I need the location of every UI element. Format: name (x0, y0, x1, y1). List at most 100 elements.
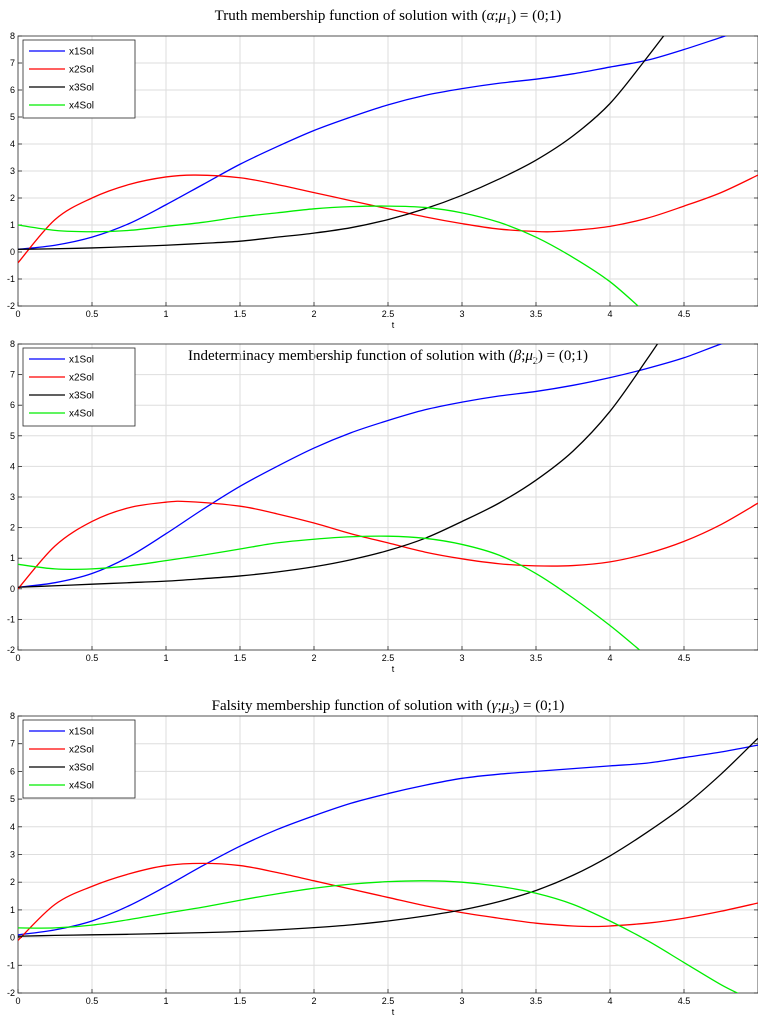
x-tick-label: 3 (459, 653, 464, 663)
x-axis-label: t (392, 1007, 395, 1017)
x-tick-label: 2.5 (382, 653, 395, 663)
y-tick-label: 1 (10, 905, 15, 915)
legend-label: x1Sol (69, 47, 94, 58)
y-tick-label: 4 (10, 139, 15, 149)
y-tick-label: 5 (10, 794, 15, 804)
y-tick-label: 3 (10, 850, 15, 860)
series-line-x1Sol (18, 36, 728, 250)
y-tick-label: 7 (10, 370, 15, 380)
x-tick-label: 1.5 (234, 309, 247, 319)
x-tick-label: 0 (15, 309, 20, 319)
series-line-x3Sol (18, 344, 659, 588)
y-tick-label: -2 (7, 301, 15, 311)
y-tick-label: 1 (10, 220, 15, 230)
x-tick-label: 3.5 (530, 996, 543, 1006)
x-tick-label: 2 (311, 653, 316, 663)
y-tick-label: 8 (10, 339, 15, 349)
x-axis-label: t (392, 664, 395, 674)
series-line-x1Sol (18, 744, 758, 936)
y-tick-label: 6 (10, 400, 15, 410)
legend-label: x4Sol (69, 101, 94, 112)
y-tick-label: -2 (7, 988, 15, 998)
y-tick-label: 0 (10, 933, 15, 943)
legend-label: x2Sol (69, 745, 94, 756)
x-tick-label: 2 (311, 996, 316, 1006)
x-tick-label: 0.5 (86, 653, 99, 663)
x-tick-label: 4 (607, 996, 612, 1006)
y-tick-label: 6 (10, 766, 15, 776)
x-tick-label: 4.5 (678, 653, 691, 663)
legend-label: x4Sol (69, 409, 94, 420)
x-tick-label: 0 (15, 653, 20, 663)
y-tick-label: 2 (10, 523, 15, 533)
chart-title: Truth membership function of solution wi… (215, 8, 562, 27)
x-tick-label: 2 (311, 309, 316, 319)
chart-title: Falsity membership function of solution … (212, 698, 565, 717)
y-tick-label: 3 (10, 492, 15, 502)
x-tick-label: 2.5 (382, 309, 395, 319)
y-tick-label: 0 (10, 584, 15, 594)
legend-label: x3Sol (69, 83, 94, 94)
y-tick-label: 8 (10, 31, 15, 41)
legend-label: x3Sol (69, 391, 94, 402)
legend-label: x2Sol (69, 65, 94, 76)
x-tick-label: 0.5 (86, 996, 99, 1006)
y-tick-label: 2 (10, 877, 15, 887)
series-line-x4Sol (18, 880, 739, 993)
series-line-x4Sol (18, 535, 641, 650)
x-tick-label: 1.5 (234, 996, 247, 1006)
x-tick-label: 1.5 (234, 653, 247, 663)
y-tick-label: -1 (7, 614, 15, 624)
x-tick-label: 4.5 (678, 309, 691, 319)
x-tick-label: 1 (163, 653, 168, 663)
legend-label: x1Sol (69, 355, 94, 366)
chart-title: Indeterminacy membership function of sol… (188, 348, 588, 367)
y-tick-label: 7 (10, 58, 15, 68)
x-tick-label: 2.5 (382, 996, 395, 1006)
series-line-x2Sol (18, 174, 758, 264)
chart-panel-falsity: Falsity membership function of solution … (7, 698, 758, 1017)
y-tick-label: 6 (10, 85, 15, 95)
y-tick-label: 7 (10, 739, 15, 749)
series-line-x3Sol (18, 737, 758, 937)
x-tick-label: 4.5 (678, 996, 691, 1006)
y-tick-label: 5 (10, 112, 15, 122)
x-tick-label: 0 (15, 996, 20, 1006)
y-tick-label: 5 (10, 431, 15, 441)
series-line-x4Sol (18, 205, 640, 306)
y-tick-label: 4 (10, 461, 15, 471)
x-tick-label: 3 (459, 309, 464, 319)
legend: x1Sol x2Sol x3Sol x4Sol (22, 719, 136, 799)
legend: x1Sol x2Sol x3Sol x4Sol (22, 347, 136, 427)
y-tick-label: 0 (10, 247, 15, 257)
legend-label: x1Sol (69, 727, 94, 738)
y-tick-label: -1 (7, 274, 15, 284)
legend-label: x4Sol (69, 781, 94, 792)
y-tick-label: 1 (10, 553, 15, 563)
x-tick-label: 0.5 (86, 309, 99, 319)
y-tick-label: -2 (7, 645, 15, 655)
x-axis-label: t (392, 320, 395, 330)
x-tick-label: 3.5 (530, 653, 543, 663)
x-tick-label: 3.5 (530, 309, 543, 319)
chart-panel-truth: Truth membership function of solution wi… (7, 8, 758, 330)
legend-label: x2Sol (69, 373, 94, 384)
x-tick-label: 1 (163, 309, 168, 319)
y-tick-label: 3 (10, 166, 15, 176)
chart-panel-indeterminacy: Indeterminacy membership function of sol… (7, 339, 758, 674)
legend-label: x3Sol (69, 763, 94, 774)
legend-box (22, 347, 136, 427)
x-tick-label: 4 (607, 653, 612, 663)
x-tick-label: 4 (607, 309, 612, 319)
y-tick-label: 8 (10, 711, 15, 721)
y-tick-label: 2 (10, 193, 15, 203)
legend: x1Sol x2Sol x3Sol x4Sol (22, 39, 136, 119)
x-tick-label: 1 (163, 996, 168, 1006)
series-line-x3Sol (18, 36, 665, 250)
series-line-x1Sol (18, 344, 723, 588)
series-line-x2Sol (18, 500, 758, 590)
series-line-x2Sol (18, 862, 758, 941)
y-tick-label: -1 (7, 960, 15, 970)
x-tick-label: 3 (459, 996, 464, 1006)
